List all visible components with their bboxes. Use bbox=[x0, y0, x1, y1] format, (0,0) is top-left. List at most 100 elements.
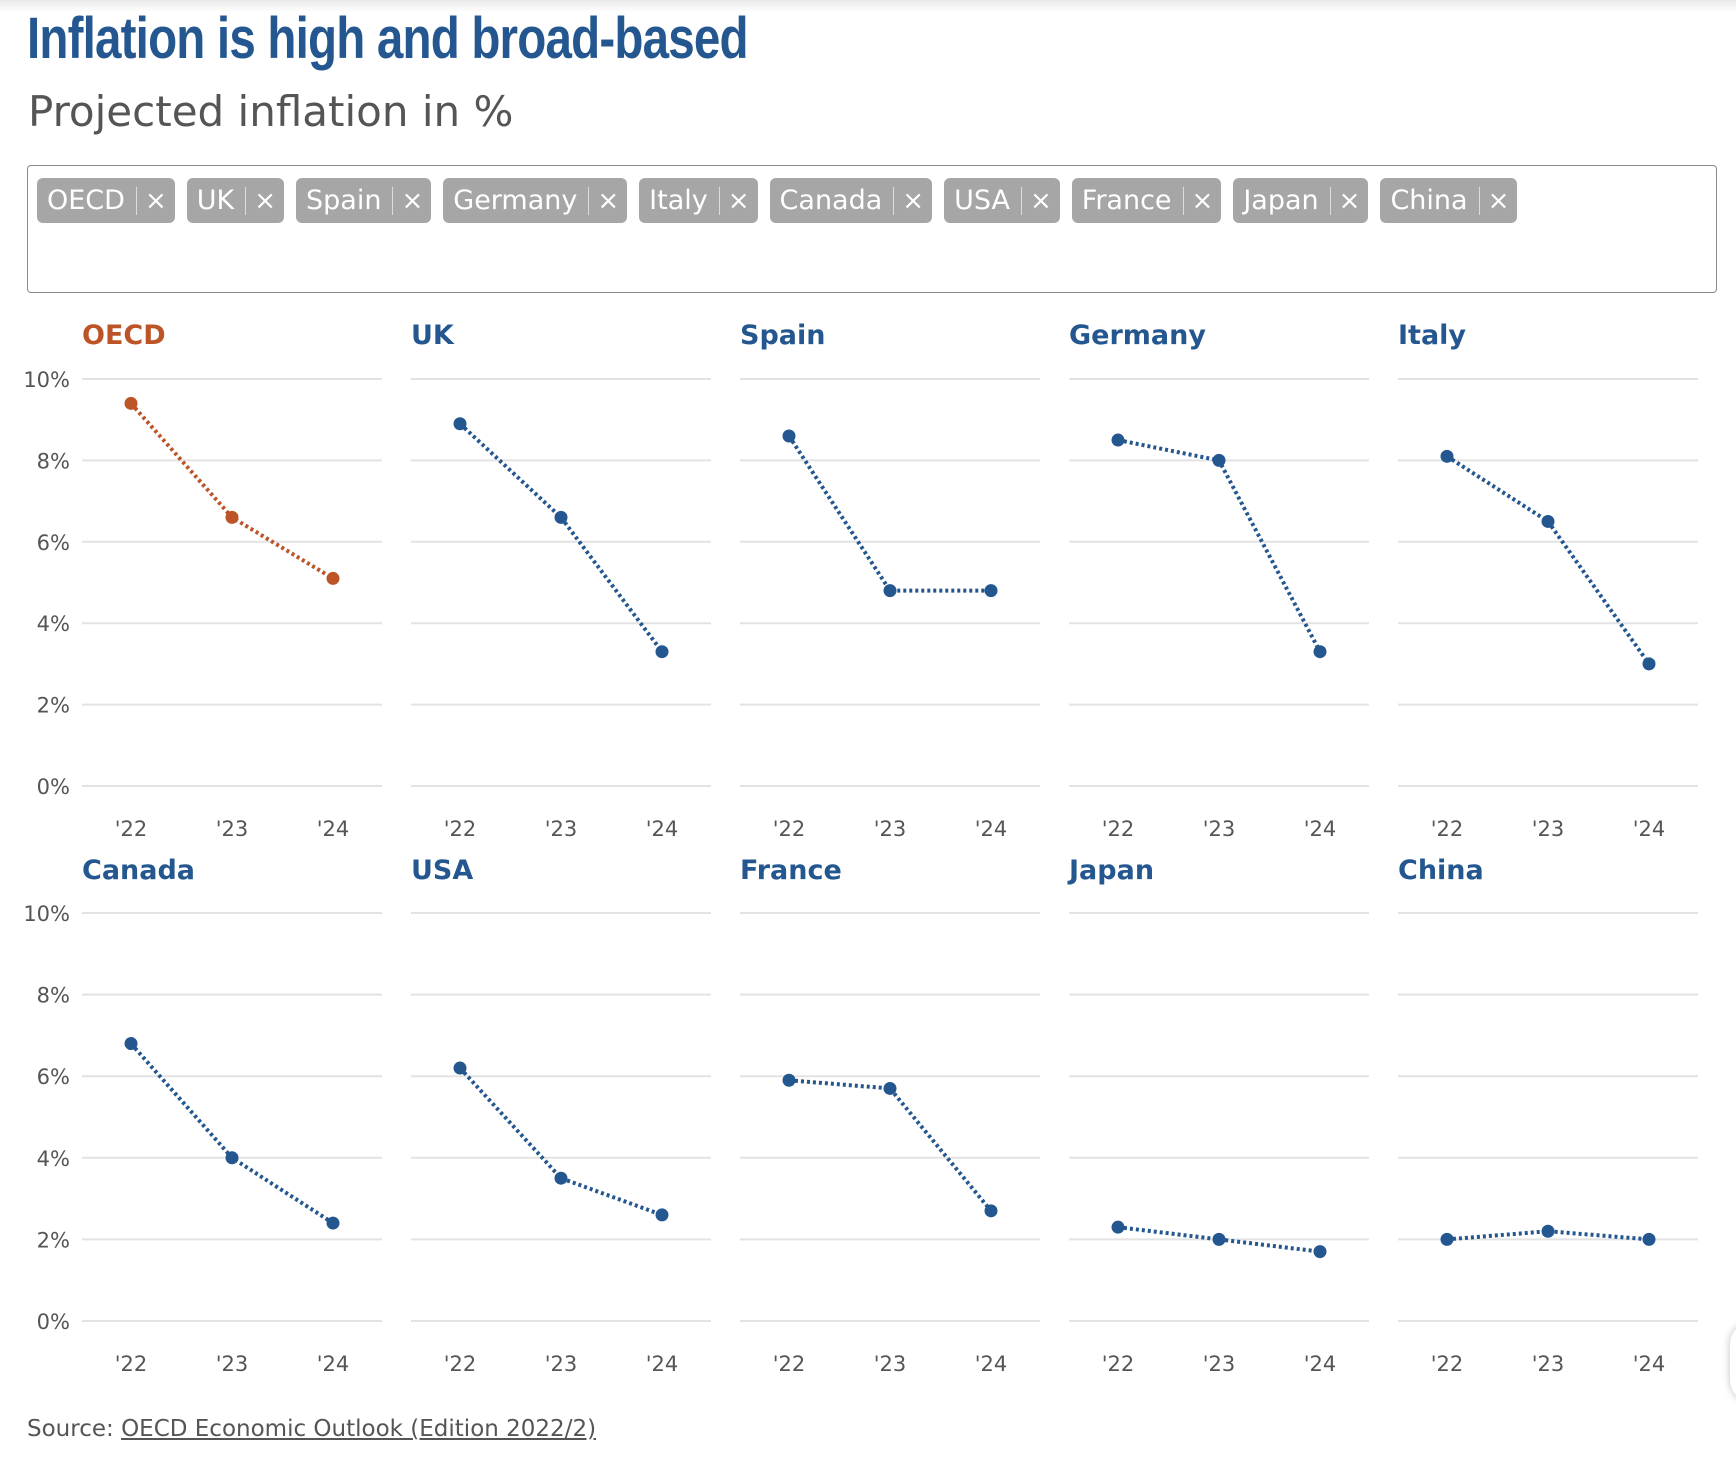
scroll-handle[interactable] bbox=[1730, 1322, 1736, 1402]
remove-tag-icon[interactable]: × bbox=[254, 185, 277, 216]
y-tick-label: 6% bbox=[37, 1065, 70, 1089]
x-tick-label: '23 bbox=[216, 1352, 249, 1376]
y-tick-label: 10% bbox=[23, 902, 70, 926]
data-point bbox=[1541, 1224, 1555, 1238]
series-line bbox=[787, 434, 991, 593]
filter-tag-label: UK bbox=[196, 185, 235, 216]
remove-tag-icon[interactable]: × bbox=[902, 185, 925, 216]
page-subtitle: Projected inflation in % bbox=[28, 87, 514, 136]
data-point bbox=[554, 510, 568, 524]
data-point bbox=[1313, 1245, 1327, 1259]
tag-divider bbox=[135, 186, 137, 215]
filter-tag-label: France bbox=[1081, 185, 1172, 216]
panel-title: Japan bbox=[1067, 855, 1154, 886]
remove-tag-icon[interactable]: × bbox=[144, 185, 167, 216]
tag-divider bbox=[1182, 186, 1184, 215]
filter-tag-label: Germany bbox=[453, 185, 578, 216]
y-tick-label: 2% bbox=[37, 694, 70, 718]
tag-divider bbox=[1329, 186, 1331, 215]
remove-tag-icon[interactable]: × bbox=[727, 185, 750, 216]
tag-divider bbox=[1478, 186, 1480, 215]
y-tick-label: 0% bbox=[37, 775, 70, 799]
tag-divider bbox=[245, 186, 247, 215]
x-tick-label: '23 bbox=[874, 817, 907, 841]
series-line bbox=[1117, 438, 1322, 653]
filter-tag-label: China bbox=[1390, 185, 1468, 216]
page-title: Inflation is high and broad-based bbox=[27, 6, 749, 71]
data-point bbox=[984, 584, 998, 598]
data-point bbox=[1212, 1232, 1226, 1246]
x-tick-label: '23 bbox=[1203, 1352, 1236, 1376]
filter-tag-germany[interactable]: Germany × bbox=[443, 178, 628, 223]
y-tick-label: 4% bbox=[37, 612, 70, 636]
source-note: Source: OECD Economic Outlook (Edition 2… bbox=[27, 1416, 596, 1442]
data-point bbox=[1212, 453, 1226, 467]
country-filter-box[interactable]: OECD × UK × Spain × Germany × Italy × Canada × USA × F… bbox=[27, 165, 1717, 293]
x-tick-label: '22 bbox=[115, 1352, 148, 1376]
y-tick-label: 0% bbox=[37, 1310, 70, 1334]
panel-title: Canada bbox=[82, 855, 195, 886]
data-point bbox=[1313, 645, 1327, 659]
top-shadow bbox=[0, 0, 1736, 12]
x-tick-label: '24 bbox=[975, 1352, 1008, 1376]
y-tick-label: 6% bbox=[37, 531, 70, 555]
data-point bbox=[782, 1073, 796, 1087]
filter-tag-label: Italy bbox=[649, 185, 708, 216]
filter-tag-label: Spain bbox=[306, 185, 382, 216]
y-tick-label: 8% bbox=[37, 449, 70, 473]
x-tick-label: '23 bbox=[1203, 817, 1236, 841]
filter-tag-italy[interactable]: Italy × bbox=[639, 178, 758, 223]
filter-tag-label: USA bbox=[954, 185, 1010, 216]
x-tick-label: '22 bbox=[115, 817, 148, 841]
remove-tag-icon[interactable]: × bbox=[1338, 185, 1361, 216]
remove-tag-icon[interactable]: × bbox=[597, 185, 620, 216]
filter-tag-label: Japan bbox=[1243, 185, 1319, 216]
data-point bbox=[655, 645, 669, 659]
data-point bbox=[225, 510, 239, 524]
data-point bbox=[124, 396, 138, 410]
x-tick-label: '22 bbox=[773, 817, 806, 841]
remove-tag-icon[interactable]: × bbox=[401, 185, 424, 216]
filter-tag-canada[interactable]: Canada × bbox=[769, 178, 933, 223]
small-multiples-chart: OECD 0% 2% 4% 6% 8% 10% '22 '23 '24 UK '22 '23 '24 Spa… bbox=[23, 320, 1698, 1376]
tag-divider bbox=[718, 186, 720, 215]
data-point bbox=[453, 417, 467, 431]
x-tick-label: '24 bbox=[646, 1352, 679, 1376]
series-line bbox=[1446, 1229, 1650, 1242]
data-point bbox=[225, 1151, 239, 1165]
data-point bbox=[984, 1204, 998, 1218]
x-tick-label: '22 bbox=[1431, 1352, 1464, 1376]
x-tick-label: '23 bbox=[1532, 817, 1565, 841]
filter-tag-china[interactable]: China × bbox=[1380, 178, 1518, 223]
x-tick-label: '22 bbox=[1102, 1352, 1135, 1376]
filter-tag-label: Canada bbox=[779, 185, 883, 216]
data-point bbox=[1440, 1232, 1454, 1246]
series-line bbox=[129, 1042, 335, 1225]
filter-tag-uk[interactable]: UK × bbox=[186, 178, 285, 223]
x-tick-label: '23 bbox=[874, 1352, 907, 1376]
y-tick-label: 10% bbox=[23, 368, 70, 392]
remove-tag-icon[interactable]: × bbox=[1191, 185, 1214, 216]
filter-tag-usa[interactable]: USA × bbox=[944, 178, 1060, 223]
x-tick-label: '23 bbox=[545, 817, 578, 841]
remove-tag-icon[interactable]: × bbox=[1029, 185, 1052, 216]
data-point bbox=[554, 1171, 568, 1185]
series-line bbox=[458, 1066, 663, 1217]
x-tick-label: '22 bbox=[773, 1352, 806, 1376]
series-line bbox=[1117, 1225, 1321, 1254]
panel-title: France bbox=[740, 855, 842, 886]
panel-title: OECD bbox=[82, 320, 166, 351]
x-tick-label: '22 bbox=[444, 817, 477, 841]
filter-tag-spain[interactable]: Spain × bbox=[296, 178, 432, 223]
x-tick-label: '23 bbox=[216, 817, 249, 841]
series-line bbox=[1445, 454, 1651, 666]
y-tick-label: 4% bbox=[37, 1147, 70, 1171]
panel-title: China bbox=[1398, 855, 1484, 886]
remove-tag-icon[interactable]: × bbox=[1487, 185, 1510, 216]
x-tick-label: '24 bbox=[317, 817, 350, 841]
filter-tag-oecd[interactable]: OECD × bbox=[37, 178, 175, 223]
source-link[interactable]: OECD Economic Outlook (Edition 2022/2) bbox=[121, 1416, 597, 1442]
filter-tag-france[interactable]: France × bbox=[1071, 178, 1222, 223]
filter-tag-japan[interactable]: Japan × bbox=[1233, 178, 1369, 223]
data-point bbox=[453, 1061, 467, 1075]
